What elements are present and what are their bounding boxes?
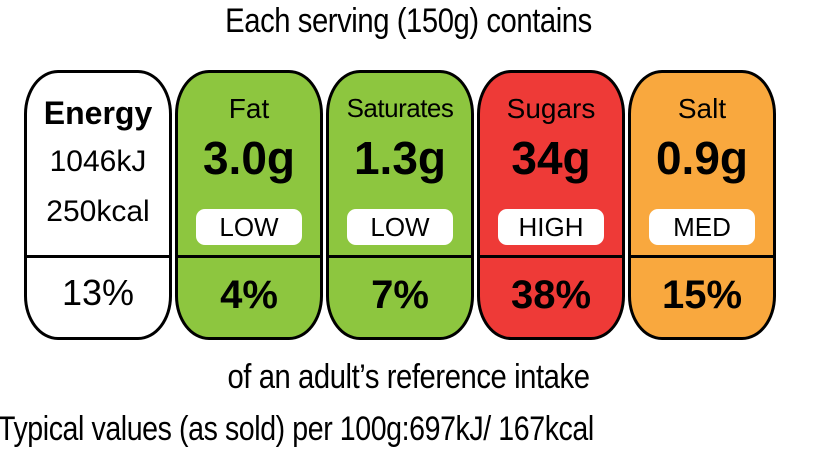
salt-percent: 15%: [661, 273, 743, 317]
saturates-cell: Saturates 1.3g LOW 7%: [326, 70, 474, 340]
sugars-percent: 38%: [510, 273, 592, 317]
fat-cell: Fat 3.0g LOW 4%: [175, 70, 323, 340]
label-title: Each serving (150g) contains: [225, 2, 592, 40]
energy-divider: [27, 255, 169, 258]
fat-amount: 3.0g: [202, 132, 296, 184]
fat-percent: 4%: [220, 273, 278, 317]
salt-cell: Salt 0.9g MED 15%: [628, 70, 776, 340]
saturates-level-badge: LOW: [347, 209, 453, 245]
salt-label: Salt: [677, 93, 727, 124]
energy-percent: 13%: [61, 272, 135, 313]
sugars-level-badge: HIGH: [498, 209, 604, 245]
fat-label: Fat: [228, 93, 270, 124]
energy-cell: Energy 1046kJ 250kcal 13%: [24, 70, 172, 340]
salt-level-badge: MED: [649, 209, 755, 245]
energy-kj: 1046kJ: [49, 145, 147, 178]
fat-level-badge: LOW: [196, 209, 302, 245]
energy-kcal: 250kcal: [46, 195, 150, 228]
saturates-percent: 7%: [371, 273, 429, 317]
reference-intake-note: of an adult’s reference intake: [227, 358, 590, 396]
sugars-label: Sugars: [506, 93, 596, 124]
saturates-label: Saturates: [346, 93, 454, 123]
saturates-divider: [329, 255, 471, 258]
sugars-amount: 34g: [511, 132, 591, 184]
salt-divider: [631, 255, 773, 258]
typical-values-note: Typical values (as sold) per 100g:697kJ/…: [0, 410, 594, 448]
energy-label: Energy: [43, 95, 153, 131]
sugars-cell: Sugars 34g HIGH 38%: [477, 70, 625, 340]
nutrition-label: Energy 1046kJ 250kcal 13% Fat 3.0g LOW 4…: [24, 70, 777, 344]
fat-divider: [178, 255, 320, 258]
sugars-divider: [480, 255, 622, 258]
salt-amount: 0.9g: [655, 132, 749, 184]
saturates-amount: 1.3g: [353, 132, 447, 184]
